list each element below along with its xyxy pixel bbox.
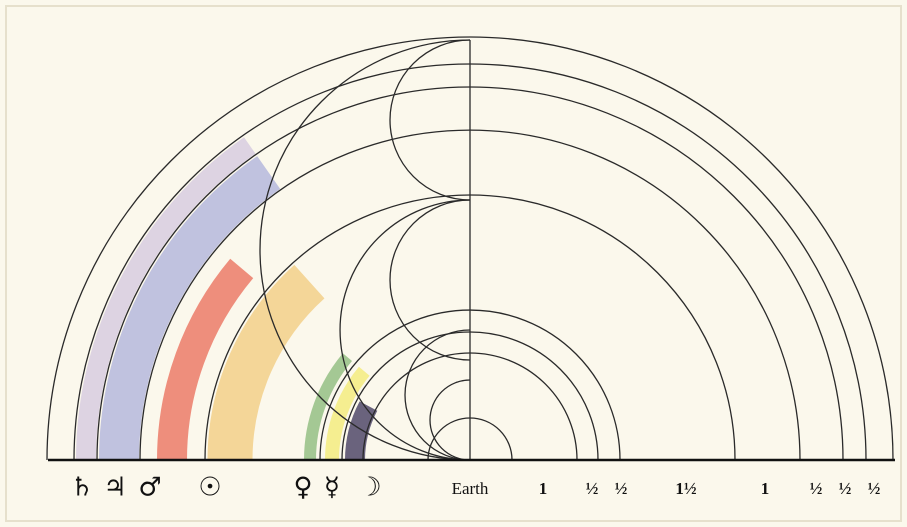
jupiter-symbol: ♃ xyxy=(103,473,126,503)
interval-label: ½ xyxy=(839,479,852,498)
moon-symbol: ☽ xyxy=(358,473,381,503)
earth-label: Earth xyxy=(452,479,489,498)
labels: ♄ ♃ ♂ ☉ ♀ ☿ ☽ Earth 1 ½ ½ 1½ 1 ½ ½ ½ xyxy=(70,473,880,503)
epicycle-arc xyxy=(389,39,471,201)
color-band xyxy=(76,137,256,461)
frame xyxy=(5,5,902,522)
interval-label: 1 xyxy=(761,479,770,498)
color-band xyxy=(207,264,325,461)
interval-label: ½ xyxy=(586,479,599,498)
sun-symbol: ☉ xyxy=(198,473,221,503)
color-band xyxy=(157,258,254,461)
color-band xyxy=(304,353,353,461)
saturn-symbol: ♄ xyxy=(70,473,93,503)
interval-label: 1½ xyxy=(675,479,697,498)
sphere-arc xyxy=(46,36,894,461)
interval-label: ½ xyxy=(810,479,823,498)
interval-label: ½ xyxy=(868,479,881,498)
venus-symbol: ♀ xyxy=(293,473,312,503)
interval-label: 1 xyxy=(539,479,548,498)
epicycle-arc xyxy=(389,199,471,361)
epicycle-arc xyxy=(339,199,471,461)
mars-symbol: ♂ xyxy=(138,473,161,503)
color-band xyxy=(325,366,370,461)
mercury-symbol: ☿ xyxy=(324,473,340,503)
epicycle-arc xyxy=(429,379,471,461)
interval-label: ½ xyxy=(615,479,628,498)
color-band xyxy=(99,156,281,461)
epicycle-arc xyxy=(404,329,471,461)
epicycle-arc xyxy=(259,39,471,461)
